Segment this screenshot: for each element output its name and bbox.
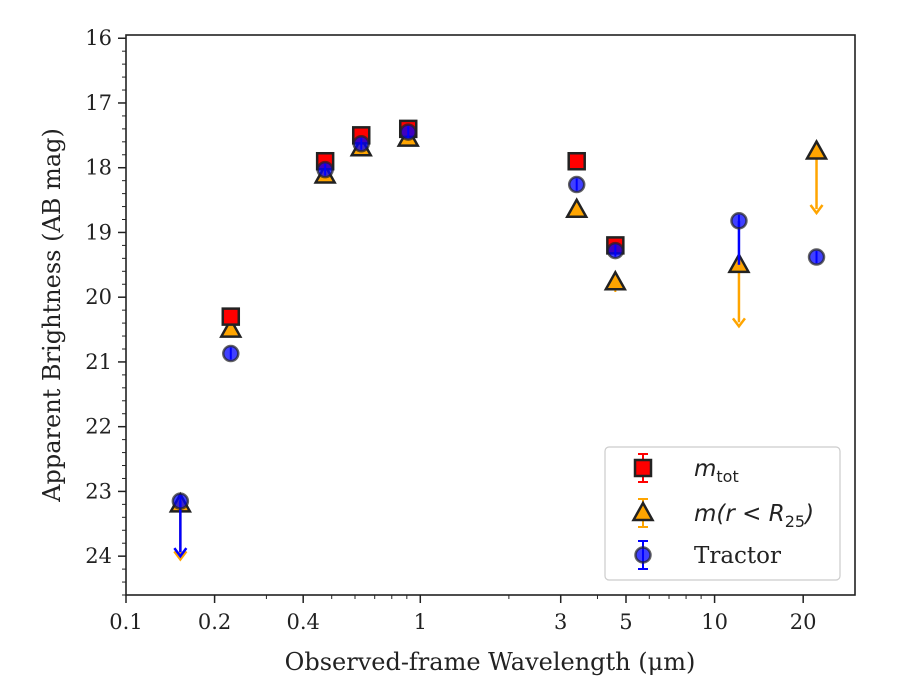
x-axis-label: Observed-frame Wavelength (μm) xyxy=(285,648,696,676)
triangle-marker xyxy=(603,269,627,291)
y-tick-label: 18 xyxy=(85,156,112,180)
circle-marker xyxy=(606,241,625,260)
triangle-marker xyxy=(804,138,829,160)
triangle-marker xyxy=(565,197,589,219)
y-tick-label: 16 xyxy=(85,26,112,50)
legend-circle-icon xyxy=(634,546,652,564)
y-tick-label: 19 xyxy=(85,220,112,244)
triangle-marker xyxy=(219,317,243,338)
upper-limit-arrowhead xyxy=(173,550,188,562)
circle-marker xyxy=(222,344,240,363)
upper-limit-arrowhead xyxy=(173,547,188,559)
circle-marker xyxy=(316,160,334,179)
upper-limit-arrowhead xyxy=(809,204,824,216)
square-marker xyxy=(567,151,586,171)
y-tick-label: 22 xyxy=(85,415,112,439)
circle-marker xyxy=(171,492,190,510)
x-tick-label: 0.4 xyxy=(286,610,319,634)
circle-marker xyxy=(730,212,748,230)
legend-label: Tractor xyxy=(694,543,781,569)
legend-triangle-icon xyxy=(631,500,655,522)
circle-marker xyxy=(399,123,417,141)
plot-frame xyxy=(125,34,856,596)
x-tick-label: 0.2 xyxy=(198,610,231,634)
x-tick-label: 0.1 xyxy=(109,610,142,634)
y-tick-label: 21 xyxy=(85,350,112,374)
y-tick-label: 23 xyxy=(85,479,112,503)
y-axis-label: Apparent Brightness (AB mag) xyxy=(38,128,66,503)
x-tick-label: 3 xyxy=(554,610,567,634)
series-square xyxy=(221,119,625,326)
y-tick-label: 24 xyxy=(85,544,112,568)
circle-marker xyxy=(807,248,826,266)
upper-limit-arrowhead xyxy=(731,317,746,329)
x-tick-label: 10 xyxy=(701,610,728,634)
circle-marker xyxy=(567,175,586,194)
circle-marker xyxy=(352,135,370,153)
y-axis: 16 17 18 19 20 21 22 23 24 xyxy=(85,26,126,596)
plot-area xyxy=(168,119,829,562)
series-circle xyxy=(171,123,826,559)
legend-square-icon xyxy=(633,458,653,478)
x-tick-label: 20 xyxy=(790,610,817,634)
square-marker xyxy=(221,307,241,326)
x-tick-label: 5 xyxy=(619,610,632,634)
y-tick-label: 17 xyxy=(85,91,112,115)
y-tick-label: 20 xyxy=(85,285,112,309)
legend-box xyxy=(604,446,841,581)
x-tick-label: 1 xyxy=(414,610,427,634)
x-axis: 0.1 0.2 0.4 1 3 5 10 20 xyxy=(109,595,817,634)
